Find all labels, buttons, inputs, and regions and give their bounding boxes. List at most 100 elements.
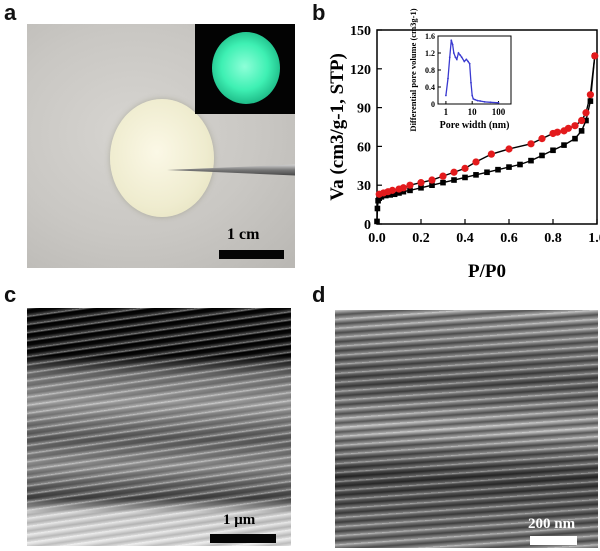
pore-distribution-point — [476, 99, 479, 102]
desorption-point — [582, 109, 590, 117]
pore-distribution-point — [467, 60, 470, 63]
pore-distribution-point — [452, 52, 455, 54]
x-tick-label: 0.4 — [456, 231, 474, 246]
desorption-point — [571, 122, 579, 130]
pore-distribution-point — [479, 100, 481, 102]
pore-distribution-point — [472, 98, 475, 100]
adsorption-point — [550, 147, 556, 154]
sem-image-d: 200 nm — [335, 310, 598, 548]
y-tick-label: 0 — [364, 218, 371, 233]
adsorption-point — [374, 218, 380, 225]
desorption-point — [591, 52, 599, 60]
adsorption-point — [517, 161, 523, 168]
desorption-point — [538, 135, 546, 143]
inset-x-tick-label: 1 — [444, 107, 449, 117]
x-tick-label: 0.2 — [412, 231, 430, 246]
adsorption-point — [374, 205, 381, 212]
pore-distribution-point — [447, 77, 449, 80]
inset-x-axis-label: Pore width (nm) — [440, 120, 510, 131]
pore-distribution-point — [457, 52, 460, 54]
pore-distribution-point — [445, 94, 447, 97]
x-tick-label: 0.6 — [500, 231, 518, 246]
adsorption-point — [451, 177, 457, 183]
adsorption-point — [407, 187, 413, 194]
adsorption-point — [572, 135, 578, 142]
desorption-point — [461, 164, 469, 172]
desorption-point — [395, 185, 403, 193]
desorption-point — [406, 181, 414, 189]
plot-frame — [376, 29, 598, 225]
x-tick-label: 0.8 — [544, 231, 562, 246]
adsorption-point — [473, 172, 479, 178]
pore-distribution-point — [459, 54, 462, 57]
desorption-point — [439, 172, 447, 180]
inset-y-tick-label: 0.4 — [425, 83, 435, 92]
adsorption-point — [462, 174, 468, 181]
pore-distribution-point — [450, 39, 453, 42]
scale-bar-a — [219, 250, 284, 259]
pore-distribution-point — [454, 56, 457, 59]
desorption-point — [487, 150, 495, 158]
pore-distribution-point — [451, 43, 454, 46]
luminescence-inset — [195, 24, 295, 114]
adsorption-point — [391, 191, 398, 198]
pore-distribution-point — [455, 58, 458, 61]
adsorption-point — [440, 179, 446, 186]
desorption-point — [472, 158, 480, 166]
desorption-point — [428, 176, 436, 184]
desorption-point — [527, 140, 535, 148]
inset-y-tick-label: 1.2 — [425, 49, 435, 58]
pore-distribution-point — [489, 101, 492, 104]
adsorption-point — [587, 98, 594, 104]
adsorption-point — [396, 190, 402, 196]
photo-membrane: 1 cm — [27, 24, 295, 268]
desorption-point — [560, 127, 568, 135]
adsorption-point — [495, 166, 501, 173]
adsorption-point — [583, 117, 589, 124]
pore-distribution-point — [474, 98, 477, 101]
membrane-disc — [110, 99, 214, 217]
adsorption-point — [429, 182, 435, 188]
desorption-point — [375, 190, 383, 198]
y-tick-label: 150 — [350, 24, 371, 39]
y-tick-label: 90 — [357, 102, 371, 117]
inset-y-axis-label: Differential pore volume (cm3g-1) — [408, 8, 418, 131]
pore-distribution-point — [471, 94, 474, 97]
adsorption-point — [418, 184, 424, 191]
x-tick-label: 0.0 — [368, 231, 386, 246]
glowing-disc — [212, 32, 280, 104]
pore-distribution-point — [470, 81, 472, 84]
pore-distribution-point — [448, 56, 451, 59]
inset-x-tick-label: 100 — [492, 107, 506, 117]
adsorption-point — [578, 128, 585, 134]
y-tick-label: 60 — [357, 140, 371, 155]
panel-label-d: d — [312, 282, 326, 307]
adsorption-point — [387, 192, 393, 198]
inset-y-tick-label: 1.6 — [425, 32, 435, 41]
desorption-point — [417, 179, 425, 187]
desorption-point — [450, 168, 458, 176]
desorption-point — [505, 145, 513, 153]
adsorption-point — [528, 157, 534, 164]
pore-distribution-point — [497, 101, 500, 104]
adsorption-point — [561, 142, 567, 148]
pore-distribution-point — [460, 56, 463, 59]
inset-y-tick-label: 0.8 — [425, 66, 435, 75]
pore-distribution-point — [468, 62, 471, 65]
desorption-point — [578, 116, 586, 125]
inset-x-tick-label: 10 — [468, 107, 478, 117]
y-tick-label: 120 — [350, 63, 371, 78]
desorption-point — [586, 91, 594, 99]
pore-distribution-point — [483, 100, 486, 103]
panel-label-c: c — [4, 282, 17, 307]
pore-distribution-point — [463, 60, 466, 63]
sem-image-c: 1 μm — [27, 308, 291, 546]
pore-distribution-point — [465, 58, 468, 61]
isotherm-chart: 0.0 0.2 0.4 0.6 0.8 1.0 0 30 60 90 120 150 P/P0 Va (c… — [327, 8, 600, 282]
x-tick-label: 1.0 — [588, 231, 600, 246]
y-axis-label: Va (cm3/g-1, STP) — [327, 53, 348, 201]
scale-label-c: 1 μm — [223, 512, 256, 528]
scale-bar-c — [210, 534, 276, 543]
scale-bar-d — [530, 536, 577, 545]
inset-y-tick-label: 0 — [431, 100, 435, 109]
